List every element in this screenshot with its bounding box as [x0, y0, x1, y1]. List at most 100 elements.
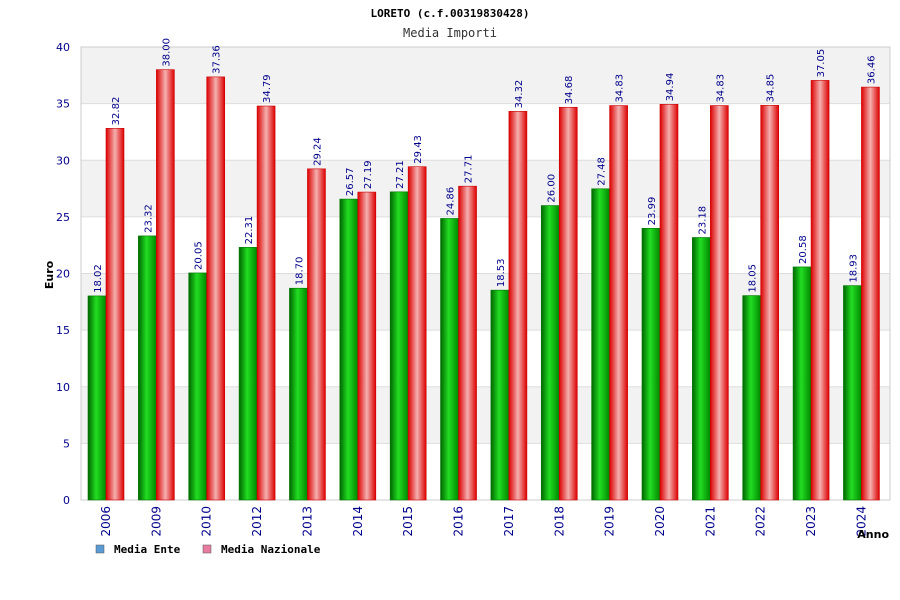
data-label: 27.48 — [597, 157, 608, 186]
bar-media-ente — [238, 247, 258, 501]
legend-label-media-nazionale: Media Nazionale — [221, 543, 321, 556]
bar-media-ente — [389, 191, 409, 501]
data-label: 34.85 — [766, 74, 777, 103]
x-tick-label: 2016 — [452, 506, 466, 537]
bar-media-ente — [490, 289, 510, 501]
x-tick-label: 2024 — [854, 506, 868, 537]
bar-media-nazionale — [357, 191, 377, 501]
bar-media-ente — [339, 198, 359, 501]
y-tick-label: 0 — [63, 494, 70, 507]
bar-media-nazionale — [760, 105, 780, 501]
data-label: 27.19 — [363, 160, 374, 189]
bar-media-ente — [289, 287, 308, 501]
data-label: 37.05 — [816, 49, 827, 78]
data-label: 23.99 — [647, 197, 658, 226]
data-label: 23.32 — [143, 204, 154, 233]
bar-media-ente — [641, 228, 661, 501]
x-tick-label: 2015 — [401, 506, 415, 537]
bar-media-ente — [742, 295, 762, 501]
x-tick-label: 2014 — [351, 506, 365, 537]
data-label: 26.00 — [546, 174, 557, 203]
bar-media-nazionale — [810, 80, 830, 501]
legend-label-media-ente: Media Ente — [114, 543, 181, 556]
bar-media-ente — [591, 188, 610, 501]
y-tick-label: 5 — [63, 437, 70, 450]
x-tick-label: 2006 — [99, 506, 113, 537]
y-tick-label: 40 — [56, 41, 70, 54]
x-tick-label: 2021 — [703, 506, 717, 537]
bar-media-ente — [138, 235, 157, 501]
data-label: 26.57 — [345, 167, 356, 196]
y-tick-label: 25 — [56, 211, 70, 224]
data-label: 34.79 — [262, 74, 273, 103]
bar-series — [87, 69, 880, 501]
bar-media-ente — [188, 272, 208, 501]
x-tick-label: 2013 — [300, 506, 314, 537]
bar-media-ente — [540, 205, 560, 501]
x-tick-label: 2023 — [804, 506, 818, 537]
data-label: 20.58 — [798, 235, 809, 264]
y-axis-label: Euro — [43, 260, 56, 289]
data-label: 32.82 — [111, 97, 122, 126]
bar-media-nazionale — [156, 69, 175, 501]
bar-media-ente — [692, 237, 711, 501]
y-tick-label: 35 — [56, 98, 70, 111]
data-label: 34.83 — [715, 74, 726, 103]
bar-media-ente — [440, 218, 459, 501]
y-tick-label: 30 — [56, 154, 70, 167]
bar-media-ente — [843, 285, 862, 501]
data-labels: 18.02 32.82 23.32 38.00 20.05 37.36 22.31 34.79… — [93, 38, 877, 293]
data-label: 36.46 — [866, 55, 877, 84]
bar-media-nazionale — [558, 106, 578, 501]
x-tick-label: 2017 — [502, 506, 516, 537]
legend: Media Ente Media Nazionale — [95, 543, 321, 556]
legend-swatch-media-nazionale — [202, 544, 212, 554]
data-label: 18.53 — [496, 259, 507, 288]
data-label: 34.68 — [564, 76, 575, 105]
bar-media-nazionale — [659, 104, 679, 501]
data-label: 29.24 — [312, 137, 323, 166]
y-axis-ticks: 0 5 10 15 20 25 30 35 40 — [56, 41, 70, 507]
data-label: 37.36 — [212, 45, 223, 74]
bar-media-ente — [87, 295, 107, 501]
x-tick-label: 2009 — [149, 506, 163, 537]
data-label: 27.71 — [464, 155, 475, 184]
bar-media-nazionale — [307, 168, 326, 501]
bar-media-nazionale — [861, 86, 880, 501]
chart-subtitle: Media Importi — [403, 26, 497, 40]
y-tick-label: 20 — [56, 268, 70, 281]
x-tick-label: 2022 — [754, 506, 768, 537]
data-label: 20.05 — [194, 241, 205, 270]
chart-title: LORETO (c.f.00319830428) — [371, 7, 530, 20]
data-label: 34.83 — [615, 74, 626, 103]
data-label: 34.94 — [665, 73, 676, 102]
bar-media-nazionale — [256, 105, 276, 501]
bar-media-nazionale — [458, 185, 477, 501]
data-label: 29.43 — [413, 135, 424, 164]
data-label: 24.86 — [446, 187, 457, 216]
x-tick-label: 2020 — [653, 506, 667, 537]
x-axis-label: Anno — [857, 528, 889, 541]
bar-media-nazionale — [710, 105, 729, 501]
data-label: 18.02 — [93, 264, 104, 293]
legend-swatch-media-ente — [95, 544, 105, 554]
y-tick-label: 10 — [56, 381, 70, 394]
data-label: 18.93 — [848, 254, 859, 283]
y-tick-label: 15 — [56, 324, 70, 337]
data-label: 34.32 — [514, 80, 525, 109]
plot-frame — [80, 46, 891, 501]
data-label: 22.31 — [244, 216, 255, 245]
x-tick-label: 2010 — [200, 506, 214, 537]
bar-media-nazionale — [609, 105, 628, 501]
data-label: 27.21 — [395, 160, 406, 189]
x-tick-label: 2018 — [552, 506, 566, 537]
bar-media-ente — [792, 266, 812, 501]
data-label: 18.70 — [294, 257, 305, 286]
x-tick-label: 2019 — [603, 506, 617, 537]
bar-media-nazionale — [105, 128, 125, 501]
x-tick-label: 2012 — [250, 506, 264, 537]
data-label: 18.05 — [748, 264, 759, 293]
bar-media-nazionale — [508, 111, 528, 501]
